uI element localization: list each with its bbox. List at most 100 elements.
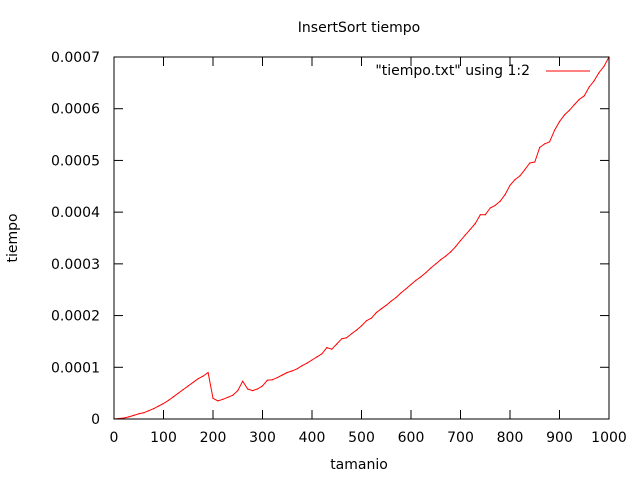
- data-point: [355, 329, 358, 331]
- data-point: [261, 385, 264, 387]
- data-point: [202, 375, 204, 377]
- data-point: [474, 222, 476, 225]
- x-tick-label: 300: [249, 430, 276, 446]
- data-point: [450, 251, 452, 253]
- series-layer: [113, 56, 610, 420]
- y-tick-label: 0.0002: [51, 309, 100, 325]
- data-point: [558, 121, 561, 123]
- data-point: [158, 405, 160, 407]
- data-point: [524, 169, 526, 171]
- data-point: [331, 348, 333, 350]
- data-point: [301, 365, 303, 367]
- data-point: [162, 402, 165, 405]
- y-tick-label: 0.0005: [51, 153, 100, 169]
- x-tick-label: 200: [200, 430, 227, 446]
- data-point: [128, 416, 130, 418]
- series-line: [113, 56, 610, 420]
- data-point: [341, 338, 343, 340]
- data-point: [568, 109, 571, 111]
- data-point: [494, 204, 496, 206]
- y-axis-ticks: 0 0.0001 0.0002 0.0003 0.0004 0.0005 0.0006 0.0…: [51, 50, 609, 428]
- data-point: [192, 381, 194, 383]
- data-point: [435, 263, 437, 265]
- data-point: [514, 179, 516, 181]
- data-point: [425, 272, 427, 274]
- data-point: [370, 317, 372, 319]
- data-point: [326, 347, 328, 349]
- data-point: [539, 146, 541, 149]
- data-point: [306, 362, 308, 364]
- x-tick-label: 600: [398, 430, 425, 446]
- data-point: [167, 399, 169, 401]
- data-point: [544, 143, 546, 145]
- data-point: [360, 325, 363, 327]
- x-axis-label: tamanio: [330, 457, 388, 473]
- y-tick-label: 0.0004: [51, 205, 100, 221]
- data-point: [578, 98, 580, 100]
- data-point: [519, 175, 521, 177]
- data-point: [469, 228, 471, 230]
- data-point: [133, 414, 135, 416]
- x-tick-label: 800: [497, 430, 524, 446]
- x-tick-label: 400: [299, 430, 326, 446]
- data-point: [153, 408, 155, 410]
- data-point: [197, 378, 199, 380]
- data-point: [395, 296, 397, 299]
- y-tick-label: 0: [91, 412, 100, 428]
- data-point: [242, 380, 244, 382]
- data-point: [222, 398, 224, 400]
- data-point: [489, 207, 491, 209]
- plot-frame: [113, 56, 610, 420]
- x-axis-ticks: 0 100 200 300 400 500 600 700 800 900 1000: [110, 57, 627, 446]
- data-point: [549, 141, 551, 143]
- data-point: [291, 370, 293, 372]
- data-point: [281, 374, 283, 376]
- data-point: [207, 371, 209, 374]
- data-point: [430, 267, 432, 269]
- data-point: [316, 356, 318, 358]
- data-point: [529, 162, 531, 164]
- data-point: [400, 292, 402, 294]
- data-point: [296, 368, 298, 370]
- data-point: [311, 359, 313, 361]
- data-point: [479, 214, 481, 216]
- data-point: [346, 337, 348, 339]
- y-tick-label: 0.0007: [51, 50, 100, 66]
- data-point: [321, 353, 323, 355]
- x-tick-label: 100: [150, 430, 177, 446]
- y-tick-label: 0.0001: [51, 360, 100, 376]
- data-point: [271, 379, 273, 381]
- data-point: [563, 114, 566, 116]
- data-point: [177, 392, 179, 394]
- data-point: [573, 104, 576, 106]
- x-tick-label: 500: [348, 430, 375, 446]
- data-point: [256, 388, 259, 390]
- y-tick-label: 0.0006: [51, 102, 100, 118]
- legend-label: "tiempo.txt" using 1:2: [375, 63, 530, 79]
- data-point: [509, 184, 511, 186]
- data-point: [123, 417, 125, 419]
- data-point: [390, 300, 392, 302]
- legend: "tiempo.txt" using 1:2: [375, 63, 590, 79]
- data-point: [252, 390, 254, 392]
- data-point: [598, 71, 600, 74]
- data-point: [415, 279, 417, 281]
- data-point: [405, 288, 407, 290]
- data-point: [454, 246, 457, 248]
- data-point: [182, 388, 184, 391]
- data-point: [143, 412, 145, 414]
- data-point: [187, 385, 189, 387]
- chart-title: InsertSort tiempo: [298, 20, 420, 36]
- data-point: [445, 255, 447, 257]
- data-point: [593, 80, 595, 82]
- data-point: [553, 129, 556, 131]
- y-axis-label: tiempo: [5, 213, 21, 262]
- data-point: [484, 214, 486, 216]
- data-point: [276, 377, 278, 379]
- data-point: [583, 95, 585, 97]
- data-point: [385, 304, 387, 306]
- data-point: [380, 308, 382, 310]
- data-point: [148, 410, 150, 412]
- x-tick-label: 0: [110, 430, 119, 446]
